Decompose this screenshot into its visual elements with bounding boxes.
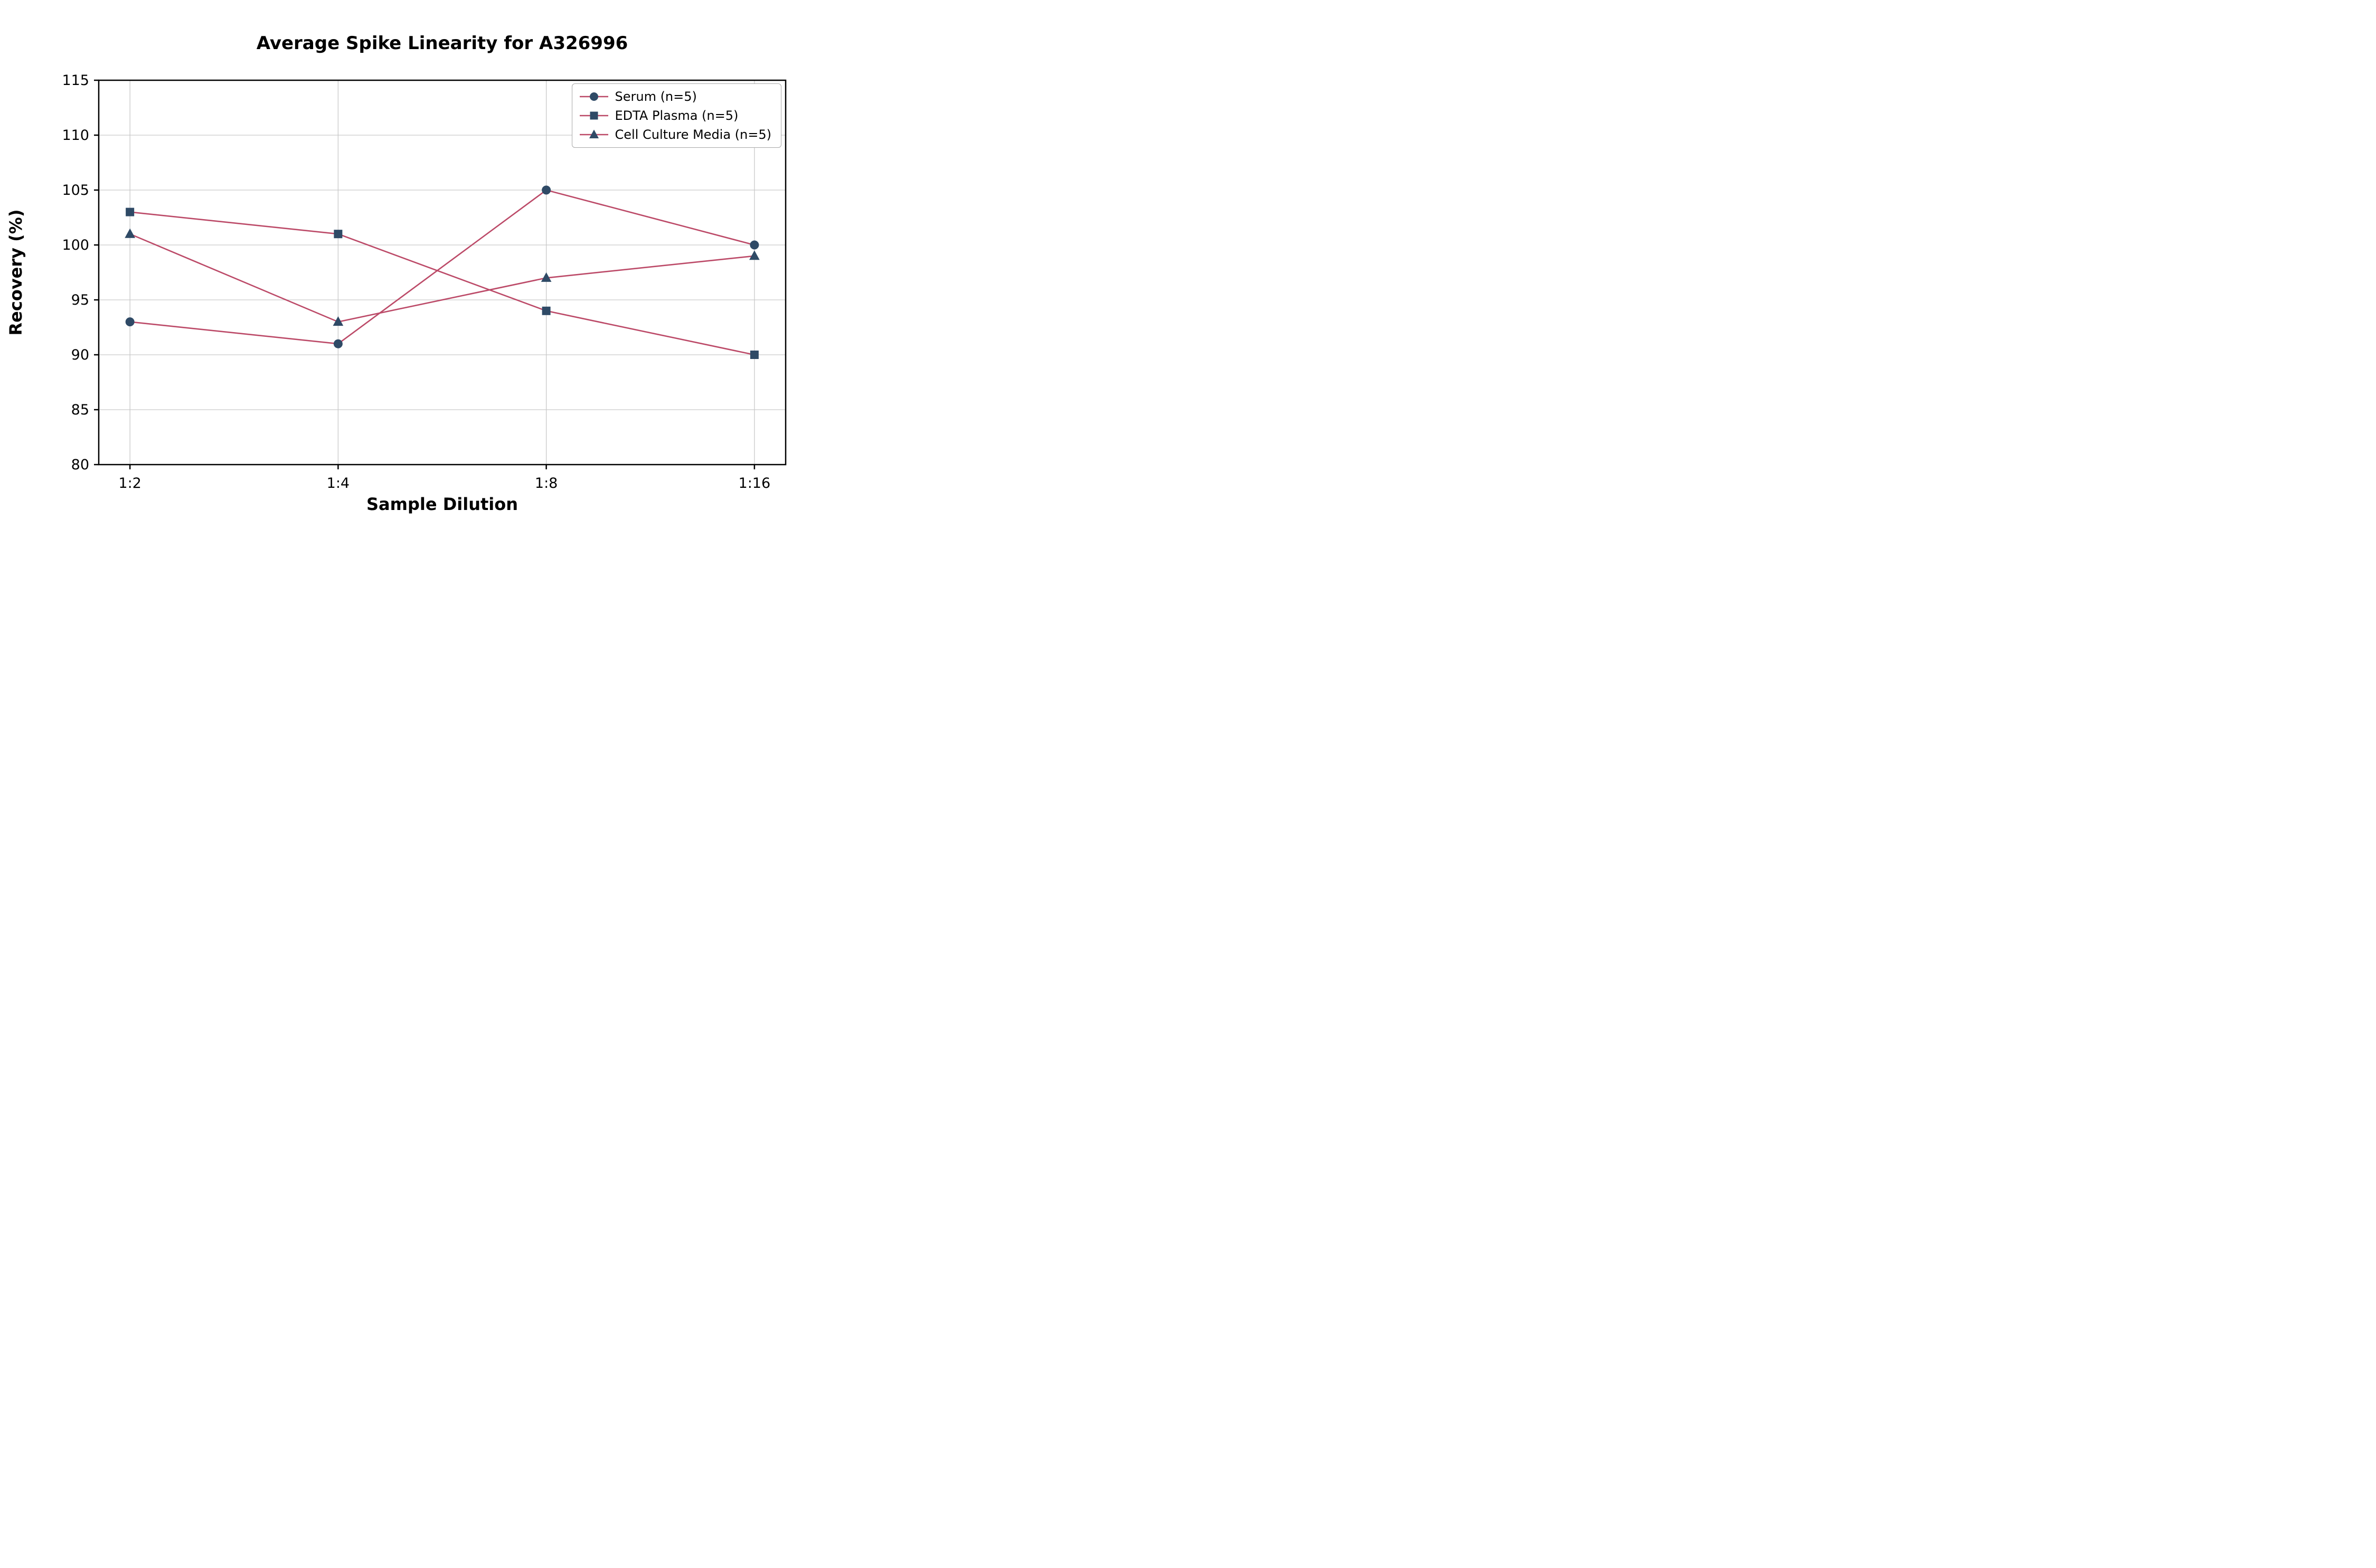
series-group <box>125 185 760 359</box>
legend-sample-circle-icon <box>580 92 609 101</box>
marker-square <box>542 306 551 315</box>
x-axis-label: Sample Dilution <box>366 494 518 514</box>
x-tick-label: 1:4 <box>327 475 350 492</box>
x-tick-label: 1:16 <box>739 475 771 492</box>
marker-circle <box>125 317 135 327</box>
marker-circle <box>542 185 551 195</box>
chart: 80 85 90 95 100 105 110 115 1:2 1:4 1:8 1:16 Averag… <box>0 0 792 523</box>
legend-marker-circle <box>590 92 599 101</box>
y-tick-label: 100 <box>62 237 89 253</box>
ticks: 80 85 90 95 100 105 110 115 1:2 1:4 1:8 1:16 <box>62 72 770 492</box>
y-tick-label: 80 <box>71 457 89 473</box>
marker-triangle <box>541 272 552 282</box>
marker-triangle <box>333 316 344 326</box>
marker-square <box>334 230 343 239</box>
y-tick-label: 105 <box>62 182 89 199</box>
y-axis-label: Recovery (%) <box>6 209 26 336</box>
x-tick-label: 1:8 <box>535 475 558 492</box>
y-tick-label: 90 <box>71 347 89 363</box>
legend-label: Cell Culture Media (n=5) <box>615 127 771 142</box>
legend-item: Serum (n=5) <box>579 89 771 104</box>
marker-square <box>126 207 135 216</box>
series-line <box>129 211 755 356</box>
legend-marker-triangle <box>589 129 599 138</box>
chart-title: Average Spike Linearity for A326996 <box>256 33 628 54</box>
axes-frame <box>98 79 787 466</box>
legend-label: Serum (n=5) <box>615 89 697 104</box>
y-tick-label: 85 <box>71 402 89 418</box>
legend-item: Cell Culture Media (n=5) <box>579 127 771 142</box>
marker-triangle <box>749 250 760 260</box>
series-line <box>129 189 755 345</box>
series-line <box>129 233 755 323</box>
legend-sample-square-icon <box>580 111 609 120</box>
y-tick-label: 95 <box>71 292 89 308</box>
marker-circle <box>750 240 759 250</box>
legend-item: EDTA Plasma (n=5) <box>579 108 771 123</box>
y-tick-label: 115 <box>62 72 89 89</box>
y-tick-label: 110 <box>62 127 89 144</box>
plot-area: 80 85 90 95 100 105 110 115 1:2 1:4 1:8 1:16 <box>62 72 787 492</box>
marker-triangle <box>125 228 135 238</box>
legend-marker-square <box>590 111 598 120</box>
legend: Serum (n=5) EDTA Plasma (n=5) Cell Culture… <box>572 83 781 148</box>
legend-sample-triangle-icon <box>580 129 609 138</box>
x-tick-label: 1:2 <box>118 475 141 492</box>
marker-circle <box>333 339 343 348</box>
marker-square <box>750 351 759 359</box>
legend-label: EDTA Plasma (n=5) <box>615 108 739 123</box>
